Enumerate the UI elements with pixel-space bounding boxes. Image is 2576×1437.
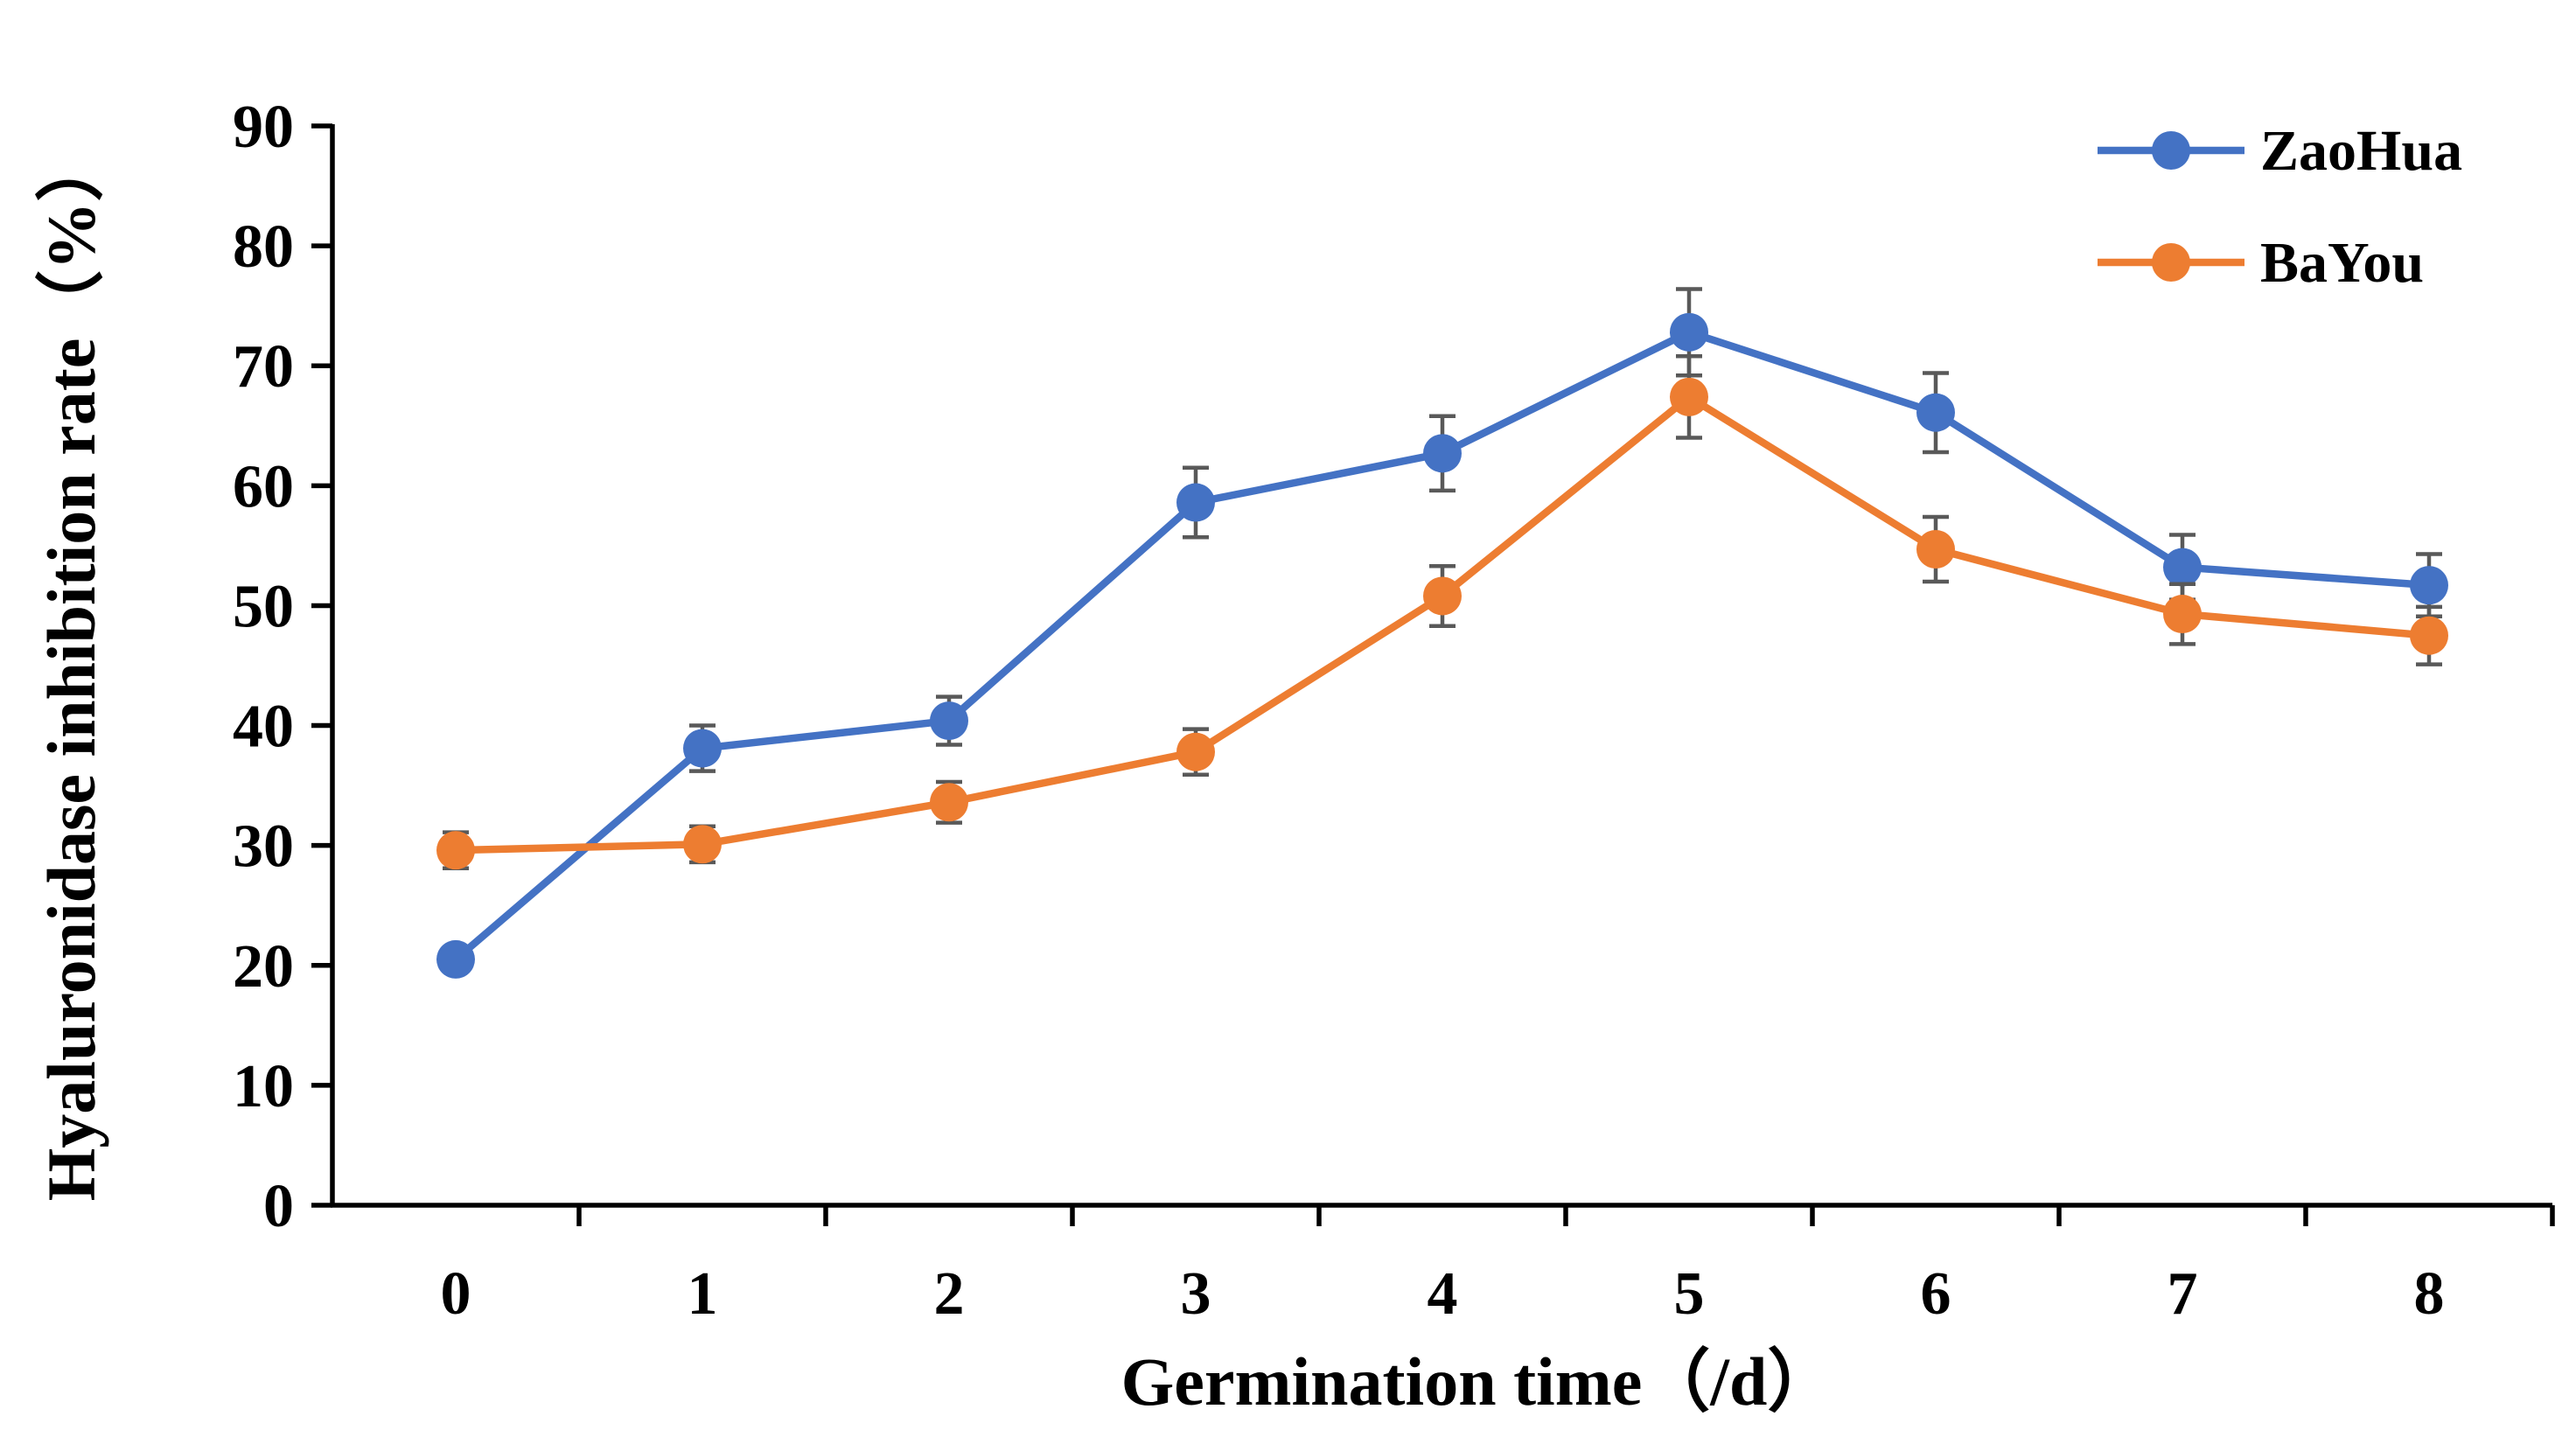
data-point-zaohua-7 [2163, 548, 2202, 587]
data-point-bayou-4 [1423, 576, 1462, 616]
y-tick-label-0: 0 [263, 1173, 294, 1240]
x-tick-label-8: 8 [2414, 1260, 2445, 1328]
data-point-zaohua-6 [1916, 393, 1955, 432]
legend: ZaoHua BaYou [2098, 119, 2462, 295]
axes [330, 124, 2552, 1208]
y-tick-label-40: 40 [233, 694, 294, 761]
data-point-zaohua-5 [1670, 312, 1708, 352]
data-point-zaohua-3 [1176, 483, 1215, 522]
x-tick-label-1: 1 [688, 1260, 718, 1328]
data-point-bayou-0 [436, 831, 475, 870]
x-tick-label-5: 5 [1674, 1260, 1705, 1328]
x-tick-label-0: 0 [441, 1260, 471, 1328]
data-point-zaohua-4 [1423, 434, 1462, 473]
data-point-zaohua-2 [930, 701, 968, 741]
series-bayou [436, 354, 2448, 870]
y-axis-title: Hyaluronidase inhibition rate（%） [33, 134, 109, 1202]
x-axis-title: Germination time（/d） [1121, 1343, 1836, 1420]
x-axis-ticks: 0 1 2 3 4 5 6 7 8 [441, 1205, 2555, 1328]
x-tick-label-4: 4 [1428, 1260, 1458, 1328]
error-bars-zaohua [689, 287, 2442, 773]
data-point-zaohua-8 [2410, 566, 2448, 605]
legend-marker-zaohua [2152, 131, 2190, 170]
data-point-bayou-6 [1916, 530, 1955, 569]
y-tick-label-80: 80 [233, 213, 294, 281]
x-tick-label-2: 2 [934, 1260, 965, 1328]
data-point-zaohua-1 [683, 729, 722, 768]
data-point-zaohua-0 [436, 939, 475, 979]
y-tick-label-30: 30 [233, 813, 294, 881]
x-tick-label-6: 6 [1921, 1260, 1951, 1328]
legend-item-bayou: BaYou [2098, 231, 2424, 295]
data-point-bayou-7 [2163, 595, 2202, 634]
y-tick-label-20: 20 [233, 933, 294, 1001]
data-point-bayou-2 [930, 783, 968, 822]
legend-label-zaohua: ZaoHua [2260, 119, 2462, 183]
series-zaohua [436, 287, 2448, 979]
y-axis-ticks: 0 10 20 30 40 50 60 70 80 90 [233, 94, 332, 1240]
data-point-bayou-8 [2410, 616, 2448, 655]
y-tick-label-50: 50 [233, 573, 294, 640]
legend-marker-bayou [2152, 243, 2190, 282]
markers-zaohua [436, 312, 2448, 979]
y-tick-label-90: 90 [233, 94, 294, 161]
data-point-bayou-3 [1176, 732, 1215, 771]
legend-item-zaohua: ZaoHua [2098, 119, 2462, 183]
data-point-bayou-5 [1670, 377, 1708, 416]
legend-label-bayou: BaYou [2260, 231, 2424, 295]
x-tick-label-3: 3 [1181, 1260, 1211, 1328]
markers-bayou [436, 377, 2448, 870]
y-tick-label-10: 10 [233, 1053, 294, 1120]
data-point-bayou-1 [683, 825, 722, 864]
x-tick-label-7: 7 [2168, 1260, 2198, 1328]
series-group [436, 287, 2448, 979]
y-tick-label-70: 70 [233, 333, 294, 401]
y-tick-label-60: 60 [233, 453, 294, 520]
